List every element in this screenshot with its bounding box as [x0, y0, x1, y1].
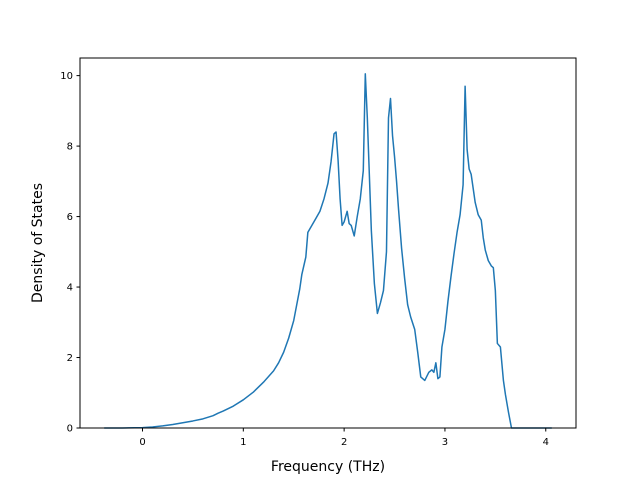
y-tick-label: 0 [67, 424, 73, 435]
axis-ticks: 0 1 2 3 4 0 2 4 6 8 10 [60, 71, 549, 448]
dos-series-line [104, 73, 552, 429]
y-tick-label: 8 [67, 142, 73, 153]
x-tick-label: 1 [240, 437, 246, 448]
x-tick-label: 4 [543, 437, 549, 448]
x-axis-label: Frequency (THz) [271, 459, 385, 475]
x-tick-label: 0 [139, 437, 145, 448]
y-tick-label: 2 [67, 353, 73, 364]
axes-frame [79, 57, 577, 429]
plot-area [104, 73, 552, 429]
x-tick-label: 2 [341, 437, 347, 448]
y-tick-label: 10 [60, 71, 73, 82]
y-tick-label: 4 [67, 283, 73, 294]
x-tick-label: 3 [442, 437, 448, 448]
y-axis-label: Density of States [30, 183, 46, 303]
y-tick-label: 6 [67, 212, 73, 223]
